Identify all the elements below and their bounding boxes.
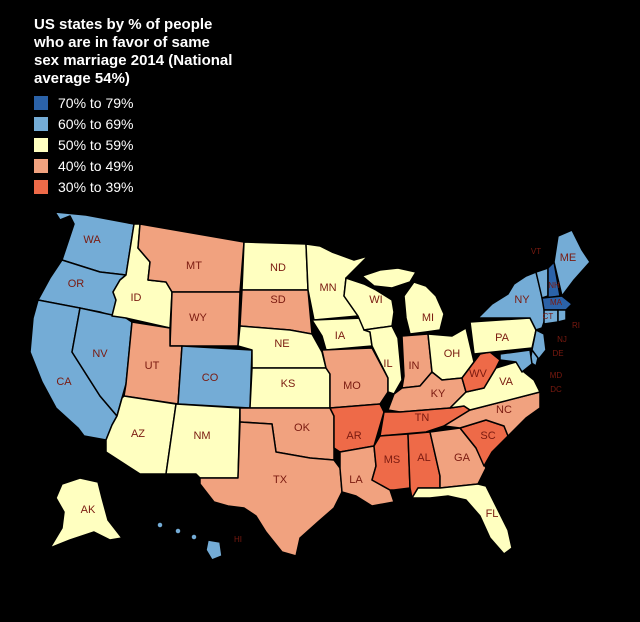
state-me bbox=[553, 229, 591, 297]
state-label-ca: CA bbox=[56, 376, 72, 388]
state-label-or: OR bbox=[68, 278, 85, 290]
state-hi bbox=[156, 521, 223, 561]
state-label-nv: NV bbox=[92, 348, 108, 360]
state-label-la: LA bbox=[349, 474, 363, 486]
state-label-ia: IA bbox=[335, 330, 346, 342]
legend-item-60-69: 60% to 69% bbox=[34, 113, 134, 134]
state-label-mo: MO bbox=[343, 380, 361, 392]
state-label-il: IL bbox=[383, 358, 392, 370]
state-ri bbox=[557, 309, 567, 323]
state-label-pa: PA bbox=[495, 332, 510, 344]
state-label-vt: VT bbox=[531, 247, 541, 256]
state-label-ga: GA bbox=[454, 452, 471, 464]
state-nc bbox=[443, 391, 541, 437]
state-label-ma: MA bbox=[550, 298, 563, 307]
state-ak bbox=[49, 477, 123, 549]
state-mi bbox=[403, 281, 445, 335]
legend-swatch bbox=[34, 158, 48, 173]
state-nj bbox=[531, 329, 547, 361]
legend-label: 40% to 49% bbox=[58, 157, 134, 174]
state-label-tx: TX bbox=[273, 474, 288, 486]
state-mi-upper bbox=[361, 267, 417, 289]
state-label-nd: ND bbox=[270, 262, 286, 274]
state-label-hi: HI bbox=[234, 535, 242, 544]
state-md bbox=[499, 349, 533, 373]
state-label-in: IN bbox=[409, 360, 420, 372]
state-label-id: ID bbox=[131, 292, 142, 304]
state-label-dc: DC bbox=[550, 385, 562, 394]
state-il bbox=[363, 325, 403, 395]
state-label-wi: WI bbox=[369, 294, 382, 306]
legend-item-70-79: 70% to 79% bbox=[34, 92, 134, 113]
legend-swatch bbox=[34, 116, 48, 131]
state-hi-island-3 bbox=[190, 533, 198, 541]
state-label-mi: MI bbox=[422, 312, 434, 324]
state-label-ny: NY bbox=[514, 294, 530, 306]
state-label-al: AL bbox=[417, 452, 430, 464]
legend-swatch bbox=[34, 179, 48, 194]
state-hi-island-4 bbox=[205, 539, 223, 561]
state-label-ar: AR bbox=[346, 430, 361, 442]
state-label-ri: RI bbox=[572, 321, 580, 330]
state-label-me: ME bbox=[560, 252, 577, 264]
state-label-az: AZ bbox=[131, 428, 145, 440]
state-hi-island-1 bbox=[156, 521, 164, 529]
state-label-wa: WA bbox=[83, 234, 101, 246]
state-label-nc: NC bbox=[496, 404, 512, 416]
legend-item-50-59: 50% to 59% bbox=[34, 134, 134, 155]
legend: 70% to 79% 60% to 69% 50% to 59% 40% to … bbox=[34, 92, 134, 197]
state-wi bbox=[343, 277, 395, 331]
state-label-co: CO bbox=[202, 372, 219, 384]
state-label-ne: NE bbox=[274, 338, 289, 350]
state-label-md: MD bbox=[550, 371, 563, 380]
state-label-nh: NH bbox=[548, 281, 560, 290]
state-label-wv: WV bbox=[469, 368, 487, 380]
state-label-ct: CT bbox=[543, 312, 554, 321]
state-label-ms: MS bbox=[384, 454, 401, 466]
state-hi-island-2 bbox=[174, 527, 182, 535]
map-title: US states by % of people who are in favo… bbox=[34, 16, 233, 87]
state-ma bbox=[541, 295, 573, 311]
state-wa bbox=[54, 211, 135, 276]
state-tx bbox=[199, 421, 343, 557]
state-label-ok: OK bbox=[294, 422, 311, 434]
state-label-fl: FL bbox=[486, 508, 499, 520]
state-label-mn: MN bbox=[319, 282, 336, 294]
state-label-nm: NM bbox=[193, 430, 210, 442]
legend-label: 60% to 69% bbox=[58, 115, 134, 132]
state-label-va: VA bbox=[499, 376, 514, 388]
legend-swatch bbox=[34, 95, 48, 110]
state-label-mt: MT bbox=[186, 260, 202, 272]
legend-item-30-39: 30% to 39% bbox=[34, 176, 134, 197]
state-label-wy: WY bbox=[189, 312, 207, 324]
state-label-sd: SD bbox=[270, 294, 285, 306]
state-fl bbox=[411, 483, 513, 555]
state-label-sc: SC bbox=[480, 430, 495, 442]
state-label-tn: TN bbox=[415, 412, 430, 424]
state-label-de: DE bbox=[552, 349, 563, 358]
state-label-ks: KS bbox=[281, 378, 296, 390]
state-label-nj: NJ bbox=[557, 335, 567, 344]
legend-label: 50% to 59% bbox=[58, 136, 134, 153]
legend-label: 70% to 79% bbox=[58, 94, 134, 111]
state-label-ky: KY bbox=[431, 388, 446, 400]
state-label-oh: OH bbox=[444, 348, 461, 360]
legend-item-40-49: 40% to 49% bbox=[34, 155, 134, 176]
state-label-ak: AK bbox=[81, 504, 96, 516]
state-label-ut: UT bbox=[145, 360, 160, 372]
legend-swatch bbox=[34, 137, 48, 152]
legend-label: 30% to 39% bbox=[58, 178, 134, 195]
